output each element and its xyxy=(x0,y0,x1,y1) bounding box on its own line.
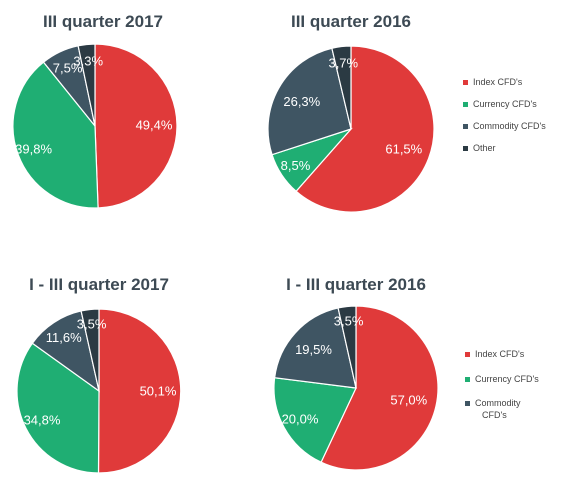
pie-slice-currency-cfd-s xyxy=(12,61,99,209)
pie-slice-other xyxy=(77,43,96,127)
pie-chart-2: III quarter 2016 61,5% 8,5% 26,3% 3,7% xyxy=(267,12,435,213)
legend-swatch xyxy=(465,401,470,406)
slice-label-currency-cfd-s: 20,0% xyxy=(282,411,319,426)
legend-label-commodity-cfd-s-line-1: Commodity xyxy=(475,398,521,408)
slice-label-currency-cfd-s: 8,5% xyxy=(281,158,311,173)
pie-slice-index-cfd-s xyxy=(320,305,439,471)
pie-slice-other xyxy=(337,305,357,389)
slice-label-index-cfd-s: 57,0% xyxy=(390,392,427,407)
pie-slice-index-cfd-s xyxy=(97,308,182,474)
legend-1: Index CFD's Currency CFD's Commodity CFD's… xyxy=(463,77,546,153)
legend-label-commodity-cfd-s-line-2: CFD's xyxy=(482,410,507,420)
slice-label-commodity-cfd-s: 11,6% xyxy=(46,330,82,345)
chart-title: III quarter 2017 xyxy=(43,12,163,31)
slice-label-other: 3,5% xyxy=(334,314,364,329)
pie-slice-other xyxy=(331,45,352,130)
pie-slice-other xyxy=(80,308,100,392)
pie-chart-4: I - III quarter 2016 57,0% 20,0% 19,5%3,5% xyxy=(273,275,439,471)
legend-swatch xyxy=(463,102,468,107)
legend-swatch xyxy=(463,146,468,151)
slice-label-commodity-cfd-s: 26,3% xyxy=(283,94,320,109)
slice-label-commodity-cfd-s: 7,5% xyxy=(53,61,83,76)
pie-slice-currency-cfd-s xyxy=(273,377,357,463)
legend-swatch xyxy=(465,352,470,357)
slice-label-index-cfd-s: 49,4% xyxy=(136,117,173,132)
legend-label-other: Other xyxy=(473,143,496,153)
slice-label-other: 3,5% xyxy=(77,317,107,332)
legend-swatch xyxy=(463,80,468,85)
chart-title: III quarter 2016 xyxy=(291,12,411,31)
pie-slice-commodity-cfd-s xyxy=(273,307,357,389)
pie-slice-index-cfd-s xyxy=(295,45,435,213)
chart-title: I - III quarter 2016 xyxy=(286,275,426,294)
legend-2: Index CFD's Currency CFD's Commodity CFD's xyxy=(465,349,539,420)
pie-chart-1: III quarter 2017 49,4% 39,8% 7,5%3,3% xyxy=(12,12,178,209)
legend-swatch xyxy=(465,377,470,382)
legend-label-index-cfd-s: Index CFD's xyxy=(475,349,525,359)
chart-title: I - III quarter 2017 xyxy=(29,275,169,294)
legend-swatch xyxy=(463,124,468,129)
legend-label-currency-cfd-s: Currency CFD's xyxy=(473,99,537,109)
slice-label-other: 3,3% xyxy=(73,53,103,68)
slice-label-currency-cfd-s: 39,8% xyxy=(15,142,52,157)
pie-slice-index-cfd-s xyxy=(94,43,178,209)
legend-label-index-cfd-s: Index CFD's xyxy=(473,77,523,87)
slice-label-index-cfd-s: 50,1% xyxy=(140,384,177,399)
slice-label-other: 3,7% xyxy=(328,56,358,71)
pie-chart-3: I - III quarter 2017 50,1% 34,8% 11,6%3,5% xyxy=(16,275,182,474)
slice-label-currency-cfd-s: 34,8% xyxy=(24,413,61,428)
pie-slice-commodity-cfd-s xyxy=(267,47,352,156)
legend-label-currency-cfd-s: Currency CFD's xyxy=(475,374,539,384)
legend-label-commodity-cfd-s: Commodity CFD's xyxy=(473,121,546,131)
pie-slice-currency-cfd-s xyxy=(16,342,100,474)
slice-label-index-cfd-s: 61,5% xyxy=(385,142,422,157)
slice-label-commodity-cfd-s: 19,5% xyxy=(295,342,332,357)
